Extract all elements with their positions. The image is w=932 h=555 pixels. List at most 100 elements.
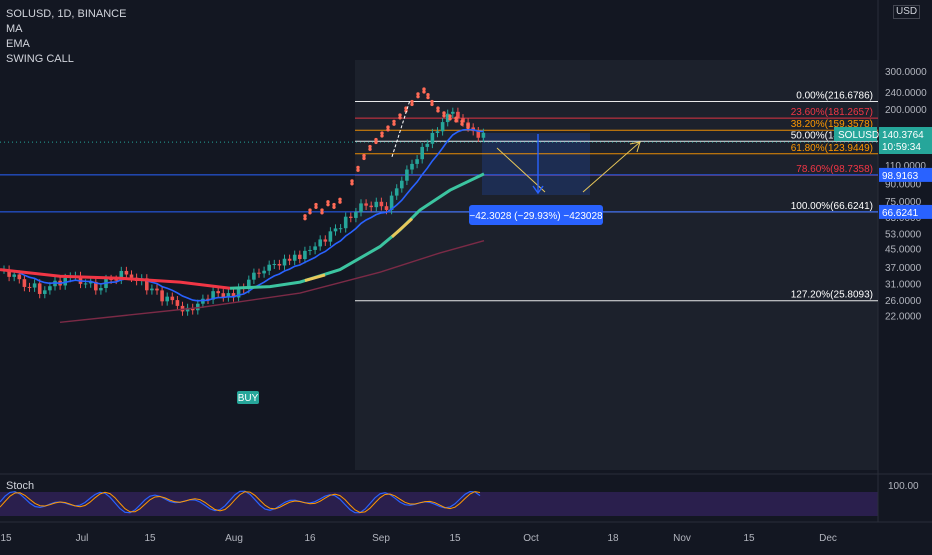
fib-level-label: 38.20%(159.3578) xyxy=(791,119,873,130)
level-badge-66: 66.6241 xyxy=(882,208,919,219)
symbol-title[interactable]: SOLUSD, 1D, BINANCE xyxy=(6,8,127,20)
candle-body xyxy=(88,281,93,284)
candle-body xyxy=(338,228,343,230)
candle-body xyxy=(196,303,200,311)
candle-body xyxy=(129,274,134,278)
swing-dot xyxy=(466,125,470,130)
stoch-title[interactable]: Stoch xyxy=(6,480,35,492)
swing-dot xyxy=(442,111,446,115)
swing-dot xyxy=(380,131,384,135)
time-tick-label: Dec xyxy=(819,533,837,544)
candle-body xyxy=(48,286,52,291)
time-tick-label: Nov xyxy=(673,533,691,544)
candle-body xyxy=(328,231,333,242)
candle-body xyxy=(323,239,328,242)
candle-body xyxy=(190,307,195,311)
candle-body xyxy=(282,258,287,266)
candle-body xyxy=(7,269,11,277)
time-tick-label: 15 xyxy=(743,533,755,544)
time-tick-label: 15 xyxy=(449,533,461,544)
candle-body xyxy=(99,288,103,291)
candle-body xyxy=(292,254,297,261)
indicator-ma[interactable]: MA xyxy=(6,23,23,35)
price-tick-label: 300.0000 xyxy=(885,67,927,78)
ma-line-red xyxy=(0,268,231,290)
swing-dot xyxy=(303,214,307,218)
price-tick-label: 110.0000 xyxy=(885,161,926,172)
ma-line-green xyxy=(229,172,485,290)
time-tick-label: Oct xyxy=(523,533,539,544)
fib-level-label: 100.00%(66.6241) xyxy=(791,201,873,212)
swing-dot xyxy=(422,87,426,91)
price-tick-label: 90.0000 xyxy=(885,180,922,191)
stoch-d-line xyxy=(0,491,481,514)
indicator-ema[interactable]: EMA xyxy=(6,38,30,50)
price-tick-label: 75.0000 xyxy=(885,197,922,208)
candle-body xyxy=(379,201,384,207)
level-badge-98-bg xyxy=(879,167,932,182)
currency-unit[interactable]: USD xyxy=(893,5,921,19)
swing-dot xyxy=(416,92,420,96)
swing-dot xyxy=(392,122,396,126)
swing-dot xyxy=(332,202,336,207)
candle-body xyxy=(160,290,164,302)
candle-body xyxy=(119,270,124,280)
indicator-swing-call[interactable]: SWING CALL xyxy=(6,53,74,65)
candle-body xyxy=(78,275,83,284)
chart-legend: SOLUSD, 1D, BINANCE MA EMA SWING CALL xyxy=(6,7,126,67)
candle-body xyxy=(415,159,419,164)
swing-dot xyxy=(338,197,342,202)
candle-body xyxy=(318,239,322,247)
candle-body xyxy=(369,205,373,208)
price-tick-label: 31.0000 xyxy=(885,280,922,291)
swing-dot xyxy=(356,168,360,172)
candle-body xyxy=(364,203,368,206)
measure-label: −42.3028 (−29.93%) −423028 xyxy=(469,211,603,222)
swing-dot xyxy=(362,156,366,161)
candle-body xyxy=(175,300,180,306)
candle-body xyxy=(394,188,399,196)
swing-dot xyxy=(448,114,452,118)
swing-dot xyxy=(380,134,384,138)
candle-body xyxy=(389,195,394,210)
candle-body xyxy=(476,131,481,138)
stoch-lines xyxy=(0,490,481,514)
time-tick-label: 15 xyxy=(144,533,156,544)
stoch-tick-label: 100.00 xyxy=(888,481,919,492)
projection-arrow-up xyxy=(582,141,641,193)
fib-level-label: 0.00%(216.6786) xyxy=(796,90,873,101)
swing-dot xyxy=(454,119,458,123)
candle-body xyxy=(185,307,190,312)
swing-dot xyxy=(392,119,396,124)
swing-dot xyxy=(466,123,470,127)
level-badge-66-bg xyxy=(879,204,932,219)
candle-body xyxy=(481,132,486,138)
ma-line-long xyxy=(59,240,485,323)
measure-label-box xyxy=(469,205,603,225)
candle-body xyxy=(277,263,282,266)
swing-dot xyxy=(460,119,464,124)
candle-body xyxy=(333,228,338,232)
candle-body xyxy=(400,180,404,189)
candle-body xyxy=(216,291,220,294)
swing-dot xyxy=(430,102,434,107)
swing-dot xyxy=(460,122,464,126)
measure-arrow-head xyxy=(532,185,544,195)
candle-body xyxy=(303,250,307,260)
fib-level-label: 23.60%(181.2657) xyxy=(791,107,873,118)
swing-dot xyxy=(436,109,440,113)
candle-body xyxy=(287,258,292,261)
candle-body xyxy=(236,287,241,298)
candle-body xyxy=(221,293,226,298)
swing-dot xyxy=(332,205,336,209)
candle-body xyxy=(211,291,215,300)
candle-body xyxy=(435,131,440,133)
swing-dot xyxy=(426,93,430,97)
candle-body xyxy=(272,263,277,265)
swing-dot xyxy=(410,102,414,107)
candle-body xyxy=(165,296,169,302)
swing-dot xyxy=(416,94,420,99)
swing-dot xyxy=(454,116,458,120)
